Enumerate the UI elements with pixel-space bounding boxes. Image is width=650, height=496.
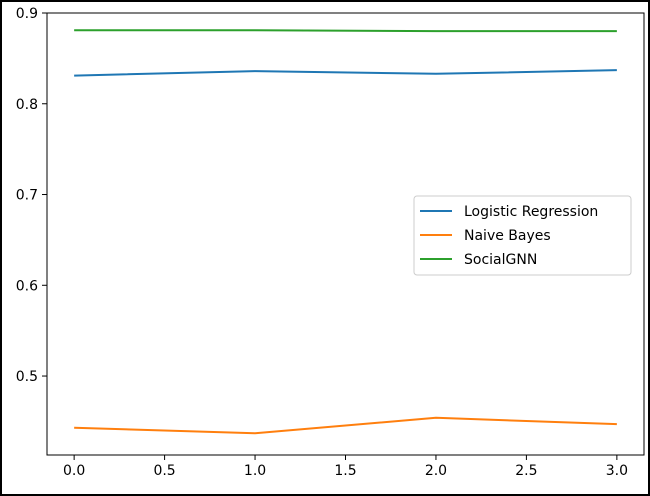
y-tick-label: 0.8 [16,97,38,113]
x-tick-label: 1.0 [244,463,266,479]
x-tick-label: 1.5 [334,463,356,479]
legend-label-naive-bayes: Naive Bayes [464,228,551,244]
y-tick-label: 0.9 [16,6,38,22]
x-tick-label: 2.0 [425,463,447,479]
x-tick-label: 0.5 [153,463,175,479]
y-tick-label: 0.7 [16,188,38,204]
x-tick-label: 0.0 [63,463,85,479]
legend-label-socialgnn: SocialGNN [464,252,537,268]
series-line-socialgnn [74,29,617,33]
legend-label-logistic-regression: Logistic Regression [464,204,598,220]
series-line-logistic-regression [74,69,617,77]
x-tick-label: 2.5 [515,463,537,479]
series-line-naive-bayes [74,416,617,435]
y-tick-label: 0.5 [16,369,38,385]
y-tick-label: 0.6 [16,278,38,294]
legend-box [413,195,632,276]
legend: Logistic Regression Naive Bayes SocialGNN [413,195,632,276]
x-tick-label: 3.0 [606,463,628,479]
series-layer [74,29,617,435]
ticks-layer: 0.0 0.5 1.0 1.5 2.0 2.5 3.0 0.5 0.6 0.7 0.8 0.9 [16,6,628,479]
